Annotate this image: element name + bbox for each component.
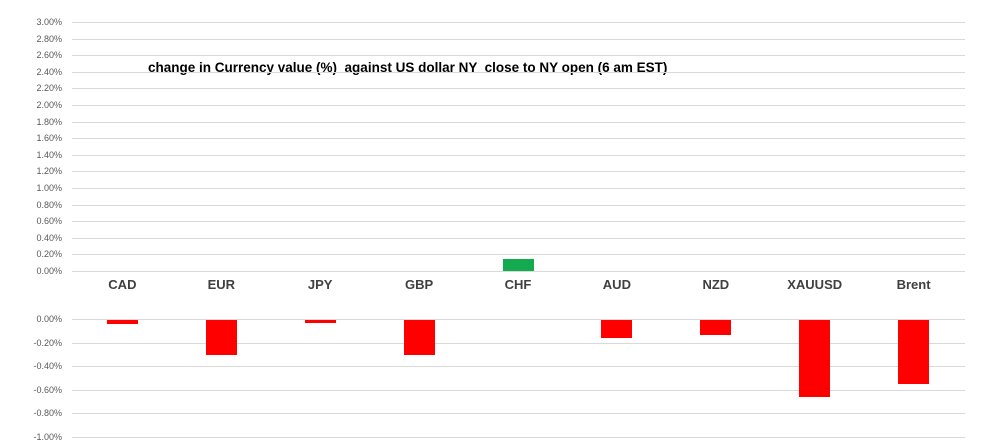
gridline bbox=[72, 55, 965, 57]
y-axis-tick-label: 3.00% bbox=[36, 17, 62, 27]
gridline bbox=[72, 171, 965, 173]
gridline bbox=[72, 138, 965, 140]
bar-nzd bbox=[700, 319, 732, 335]
bar-xauusd bbox=[799, 319, 831, 398]
category-label-nzd: NZD bbox=[702, 277, 730, 292]
category-label-brent: Brent bbox=[896, 277, 931, 292]
y-axis-tick-label: 0.00% bbox=[36, 266, 62, 276]
gridline bbox=[72, 188, 965, 189]
y-axis-tick-label: -0.20% bbox=[33, 337, 62, 348]
gridline bbox=[72, 254, 965, 256]
category-label-gbp: GBP bbox=[405, 277, 434, 292]
y-axis-tick-label: 1.40% bbox=[36, 149, 62, 160]
gridline bbox=[72, 204, 965, 206]
bar-gbp bbox=[403, 319, 435, 355]
y-axis-tick-label: 2.40% bbox=[36, 66, 62, 77]
bar-chf bbox=[502, 259, 534, 272]
y-axis-tick-label: 1.80% bbox=[36, 116, 62, 127]
bar-aud bbox=[601, 319, 633, 339]
y-axis-tick-label: 0.20% bbox=[36, 249, 62, 260]
category-label-xauusd: XAUUSD bbox=[787, 277, 843, 292]
gridline bbox=[72, 154, 965, 156]
category-label-chf: CHF bbox=[504, 277, 532, 292]
gridline bbox=[72, 105, 965, 106]
y-axis-tick-label: 1.60% bbox=[36, 133, 62, 144]
bar-jpy bbox=[304, 319, 336, 324]
gridline bbox=[72, 413, 965, 414]
bar-cad bbox=[106, 319, 138, 325]
gridline bbox=[72, 389, 965, 391]
gridline bbox=[72, 342, 965, 344]
y-axis-tick-label: -1.00% bbox=[33, 431, 62, 442]
gridline bbox=[72, 22, 965, 23]
category-label-cad: CAD bbox=[108, 277, 137, 292]
gridline bbox=[72, 436, 965, 438]
y-axis-tick-label: 2.20% bbox=[36, 83, 62, 94]
category-label-aud: AUD bbox=[602, 277, 631, 292]
y-axis-tick-label: 0.60% bbox=[36, 216, 62, 227]
y-axis-tick-label: -0.60% bbox=[33, 384, 62, 395]
chart-title: change in Currency value (%) against US … bbox=[148, 60, 668, 75]
gridline bbox=[72, 319, 965, 320]
y-axis-tick-label: -0.80% bbox=[33, 408, 62, 418]
gridline bbox=[72, 221, 965, 223]
gridline bbox=[72, 88, 965, 90]
gridline bbox=[72, 38, 965, 40]
gridline bbox=[72, 121, 965, 123]
gridline bbox=[72, 237, 965, 239]
y-axis-tick-label: 2.60% bbox=[36, 50, 62, 61]
y-axis-tick-label: 2.00% bbox=[36, 100, 62, 110]
y-axis-tick-label: 1.00% bbox=[36, 183, 62, 193]
gridline bbox=[72, 271, 965, 272]
category-label-jpy: JPY bbox=[307, 277, 333, 292]
y-axis-tick-label: 2.80% bbox=[36, 33, 62, 44]
gridline bbox=[72, 71, 965, 73]
y-axis-tick-label: 0.80% bbox=[36, 199, 62, 210]
y-axis-tick-label: 0.40% bbox=[36, 232, 62, 243]
gridline bbox=[72, 366, 965, 367]
y-axis-tick-label: 1.20% bbox=[36, 166, 62, 177]
category-label-eur: EUR bbox=[207, 277, 236, 292]
y-axis-tick-label: -0.40% bbox=[33, 361, 62, 371]
bar-eur bbox=[205, 319, 237, 355]
y-axis-tick-label: 0.00% bbox=[36, 314, 62, 324]
bar-brent bbox=[898, 319, 930, 385]
